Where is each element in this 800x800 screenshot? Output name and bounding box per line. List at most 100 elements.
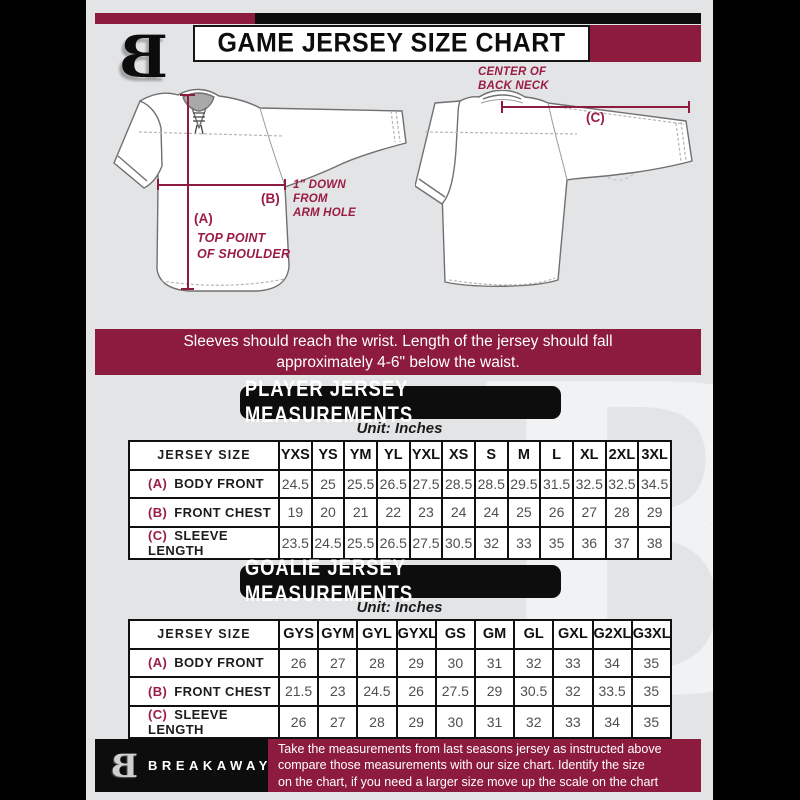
footer-note: Take the measurements from last seasons … <box>278 741 662 789</box>
measurement-value: 35 <box>539 525 574 560</box>
measurement-value: 24 <box>473 497 509 528</box>
measurement-value: 34 <box>591 704 633 739</box>
measurement-value: 25.5 <box>343 468 378 499</box>
measurement-value: 30.5 <box>441 525 476 560</box>
label-c-caption: CENTER OF BACK NECK <box>478 66 549 92</box>
table-row: (A) BODY FRONT 26 27 28 29 30 31 32 33 34 35 <box>128 647 673 678</box>
measurement-value: 28 <box>356 647 398 678</box>
back-jersey-illustration <box>415 90 693 287</box>
measurement-value: 35 <box>630 676 673 707</box>
measurement-value: 27 <box>317 704 359 739</box>
measurement-value: 28 <box>356 704 398 739</box>
size-column-header: L <box>539 440 574 471</box>
measurement-value: 24.5 <box>356 676 398 707</box>
measurement-value: 32 <box>473 525 509 560</box>
table-row: (C) SLEEVE LENGTH 23.5 24.5 25.5 26.5 27.5 30.5… <box>128 525 672 560</box>
size-column-header: XL <box>571 440 607 471</box>
size-column-header: GYM <box>317 619 359 650</box>
measurement-value: 27 <box>317 647 359 678</box>
size-column-header: 3XL <box>637 440 672 471</box>
top-accent-bar <box>95 13 701 24</box>
measurement-value: 25.5 <box>343 525 378 560</box>
measurement-value: 29 <box>395 704 437 739</box>
measure-line-b-tick-left <box>157 179 159 190</box>
size-column-header: GXL <box>552 619 594 650</box>
top-accent-bar-maroon <box>95 13 255 24</box>
measurement-value: 21 <box>343 497 378 528</box>
row-label: (C) SLEEVE LENGTH <box>128 525 280 560</box>
measurement-value: 30 <box>434 647 476 678</box>
measure-line-a <box>187 95 189 289</box>
row-key: (A) <box>148 655 168 671</box>
size-column-header: S <box>473 440 509 471</box>
row-label: (B) FRONT CHEST <box>128 497 280 528</box>
table-row: (B) FRONT CHEST 19 20 21 22 23 24 24 25 26 27 28 29 <box>128 497 672 528</box>
row-key: (C) <box>148 706 168 722</box>
measurement-value: 27.5 <box>408 525 444 560</box>
measurement-value: 37 <box>604 525 640 560</box>
measurement-value: 32 <box>513 647 555 678</box>
measurement-value: 35 <box>630 647 673 678</box>
measurement-value: 26 <box>277 704 320 739</box>
size-column-header: 2XL <box>604 440 640 471</box>
size-column-header: GL <box>513 619 555 650</box>
row-key: (A) <box>148 476 168 492</box>
brand-logo-letter: B <box>119 23 169 91</box>
fit-note-text: Sleeves should reach the wrist. Length o… <box>183 333 613 371</box>
size-column-header: GYXL <box>395 619 437 650</box>
measurement-value: 26 <box>395 676 437 707</box>
measure-line-c-tick-left <box>501 101 503 113</box>
measurement-value: 24 <box>441 497 476 528</box>
measurement-value: 33 <box>552 647 594 678</box>
row-key: (B) <box>148 683 168 699</box>
measure-line-c-tick-right <box>688 101 690 113</box>
footer-brand-name: BREAKAWAY <box>148 758 272 773</box>
measurement-value: 22 <box>375 497 411 528</box>
measurement-value: 29 <box>395 647 437 678</box>
measurement-value: 28.5 <box>473 468 509 499</box>
measurement-value: 26.5 <box>375 525 411 560</box>
measurement-value: 26 <box>277 647 320 678</box>
measure-line-a-tick-top <box>180 94 195 96</box>
row-key: (C) <box>148 527 168 543</box>
goalie-measurements-table: JERSEY SIZE GYS GYM GYL GYXL GS GM GL GXL G2XL G3X… <box>128 619 673 739</box>
measurement-value: 27.5 <box>408 468 444 499</box>
footer-brand-logo-icon: B <box>111 746 139 785</box>
measurement-value: 32.5 <box>604 468 640 499</box>
measurement-value: 29.5 <box>506 468 542 499</box>
size-column-header: YL <box>375 440 411 471</box>
measurement-value: 27 <box>571 497 607 528</box>
measurement-value: 21.5 <box>277 676 320 707</box>
measurement-value: 25 <box>506 497 542 528</box>
measurement-value: 33.5 <box>591 676 633 707</box>
page-title-box: GAME JERSEY SIZE CHART <box>193 25 590 62</box>
measurement-value: 32 <box>552 676 594 707</box>
footer-logo-box: B BREAKAWAY <box>95 739 268 792</box>
measurement-value: 28 <box>604 497 640 528</box>
row-label: (A) BODY FRONT <box>128 647 280 678</box>
label-a-caption: TOP POINT OF SHOULDER <box>197 231 291 261</box>
top-accent-bar-black <box>255 13 701 24</box>
measurement-value: 33 <box>552 704 594 739</box>
measurement-value: 34 <box>591 647 633 678</box>
page-title: GAME JERSEY SIZE CHART <box>217 27 566 59</box>
measurement-value: 28.5 <box>441 468 476 499</box>
measurement-value: 32 <box>513 704 555 739</box>
label-b-caption: 1" DOWN FROM ARM HOLE <box>293 179 356 219</box>
jersey-size-header: JERSEY SIZE <box>128 440 280 471</box>
measurement-value: 23.5 <box>278 525 313 560</box>
measurement-value: 31 <box>473 704 516 739</box>
measurement-value: 38 <box>637 525 672 560</box>
measurement-value: 20 <box>310 497 346 528</box>
row-key: (B) <box>148 504 168 520</box>
measurement-value: 30.5 <box>513 676 555 707</box>
measure-line-c <box>502 106 690 108</box>
measurement-value: 34.5 <box>637 468 672 499</box>
size-column-header: M <box>506 440 542 471</box>
measure-line-b-tick-right <box>284 179 286 190</box>
size-column-header: YS <box>310 440 346 471</box>
goalie-unit-label: Unit: Inches <box>356 599 443 616</box>
row-label: (B) FRONT CHEST <box>128 676 280 707</box>
size-column-header: GYS <box>277 619 320 650</box>
player-section-title-pill: PLAYER JERSEY MEASUREMENTS <box>240 377 561 427</box>
